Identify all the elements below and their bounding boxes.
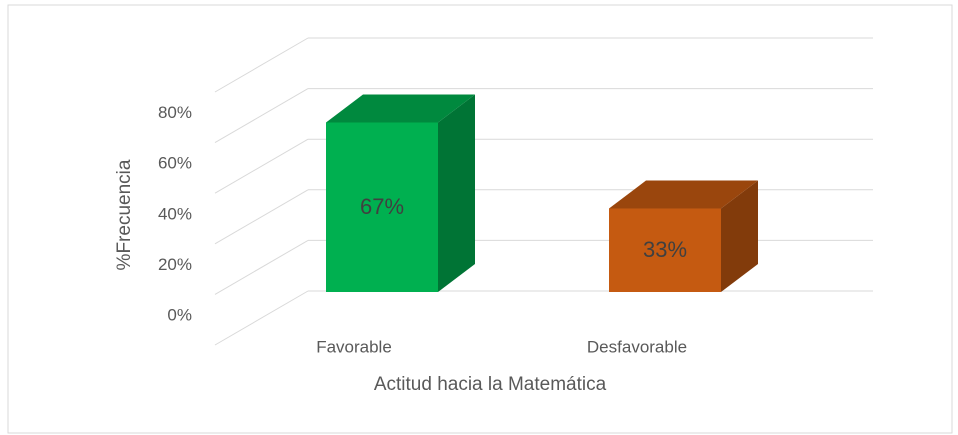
data-label: 33% [643, 237, 687, 262]
grid-line [214, 88, 309, 144]
grid-line [214, 189, 309, 245]
x-axis-title: Actitud hacia la Matemática [374, 374, 607, 395]
x-tick-label: Desfavorable [587, 337, 687, 356]
bar [609, 208, 721, 292]
data-label: 67% [360, 194, 404, 219]
bar-side [721, 180, 758, 292]
y-tick-label: 40% [158, 204, 192, 223]
x-tick-label: Favorable [316, 337, 392, 356]
grid-line [214, 290, 309, 346]
y-tick-label: 80% [158, 103, 192, 122]
y-tick-label: 60% [158, 154, 192, 173]
grid-line [214, 138, 309, 194]
grid-line [214, 37, 309, 93]
y-tick-label: 20% [158, 255, 192, 274]
bar [326, 122, 438, 293]
grid-line [214, 239, 309, 295]
y-axis-title: %Frecuencia [114, 159, 135, 270]
bar-top [326, 94, 475, 123]
y-tick-label: 0% [167, 305, 192, 324]
bar-top [609, 180, 758, 209]
chart-frame [7, 4, 953, 434]
bar-side [438, 94, 475, 293]
